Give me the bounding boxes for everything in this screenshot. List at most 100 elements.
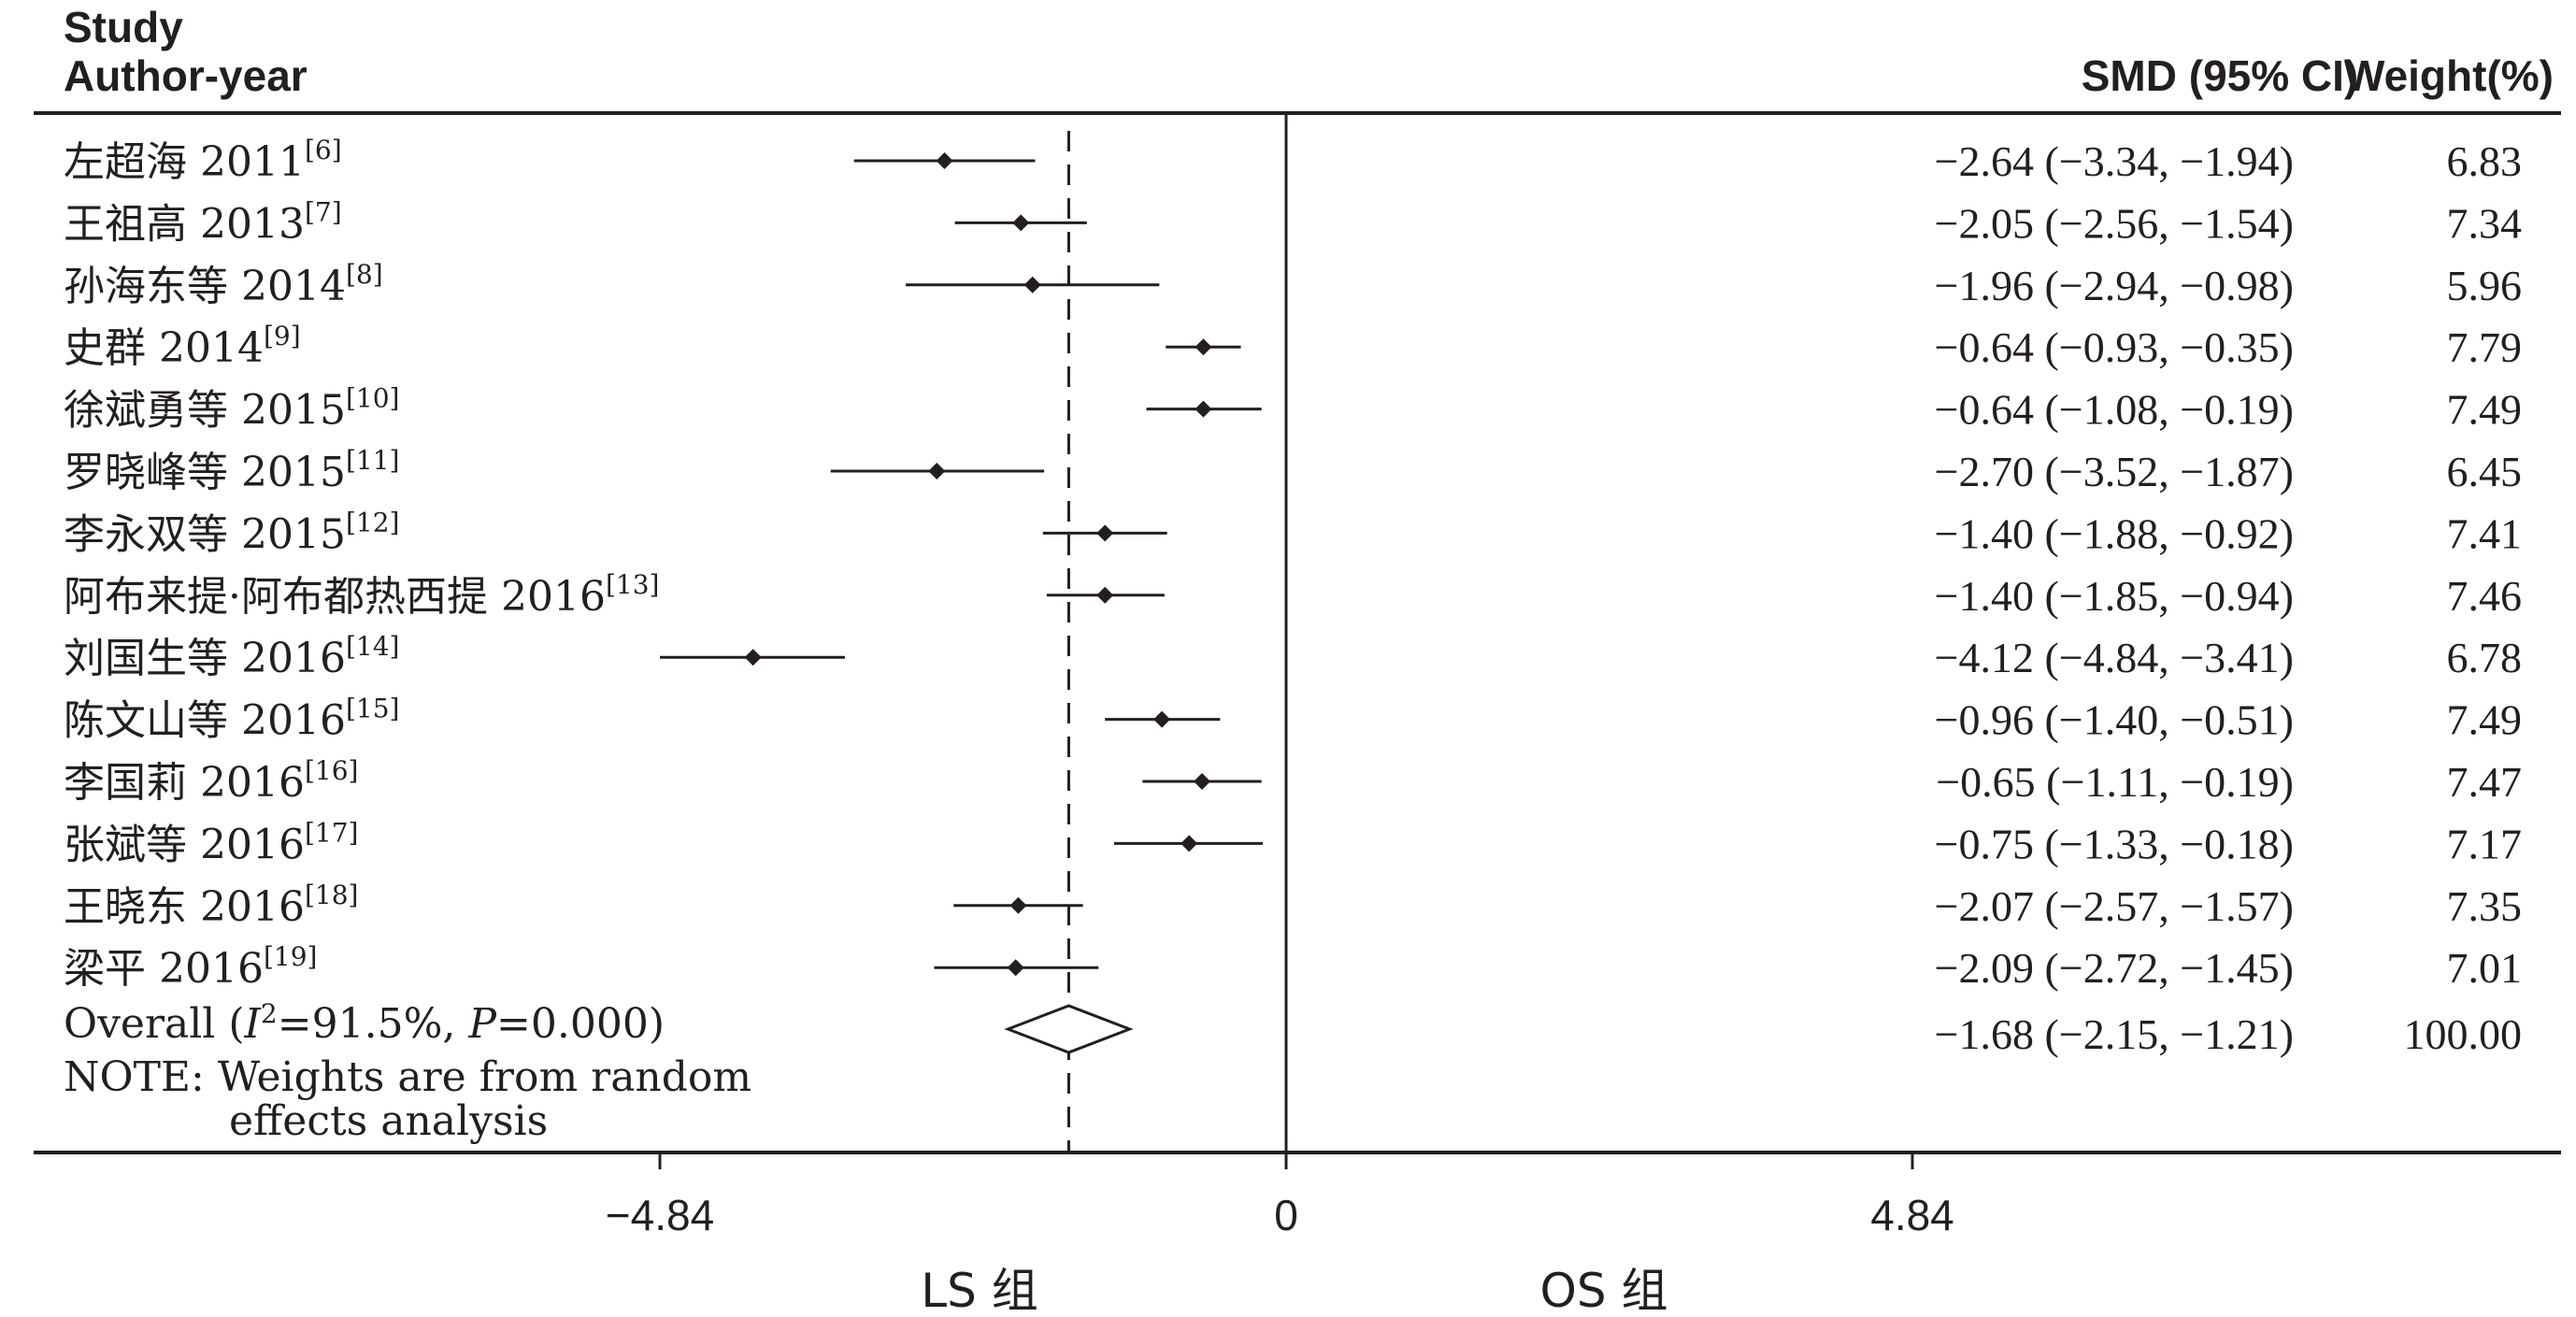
- point-estimate: [1096, 586, 1114, 604]
- weight-value: 7.47: [2447, 758, 2523, 806]
- study-ref: [7]: [305, 196, 342, 227]
- study-label: 李国莉 2016[16]: [64, 755, 358, 807]
- weight-value: 7.34: [2447, 199, 2523, 247]
- note-line-2: effects analysis: [229, 1097, 548, 1145]
- header-smd: SMD (95% CI): [2082, 51, 2358, 100]
- study-ref: [19]: [264, 941, 317, 972]
- point-estimate: [936, 152, 953, 169]
- table-row: 史群 2014[9] −0.64 (−0.93, −0.35) 7.79: [64, 321, 2522, 372]
- weight-value: 7.49: [2447, 696, 2523, 744]
- weight-value: 7.79: [2447, 323, 2523, 371]
- study-label: 梁平 2016[19]: [64, 941, 317, 993]
- study-label: 阿布来提·阿布都热西提 2016[13]: [64, 569, 659, 621]
- point-estimate: [928, 463, 946, 480]
- x-tick-label: −4.84: [606, 1191, 714, 1239]
- ci-text: −0.65 (−1.11, −0.19): [1936, 758, 2294, 806]
- study-label: 左超海 2011[6]: [64, 135, 342, 186]
- i2-exponent: 2: [261, 998, 278, 1029]
- ci-text: −0.75 (−1.33, −0.18): [1935, 820, 2294, 867]
- ci-text: −0.64 (−0.93, −0.35): [1935, 323, 2294, 371]
- table-row: 徐斌勇等 2015[10] −0.64 (−1.08, −0.19) 7.49: [64, 383, 2522, 435]
- overall-ci-text: −1.68 (−2.15, −1.21): [1935, 1010, 2294, 1058]
- ci-text: −0.96 (−1.40, −0.51): [1935, 696, 2294, 744]
- x-tick-label: 4.84: [1870, 1191, 1954, 1239]
- study-ref: [14]: [346, 631, 399, 662]
- study-ref: [10]: [346, 383, 399, 414]
- study-name: 梁平 2016: [64, 945, 264, 993]
- weight-value: 7.17: [2447, 820, 2523, 867]
- study-name: 孙海东等 2014: [64, 263, 346, 310]
- study-name: 罗晓峰等 2015: [64, 449, 346, 496]
- header-author-year: Author-year: [64, 51, 308, 100]
- point-estimate: [1009, 896, 1027, 914]
- study-label: 徐斌勇等 2015[10]: [64, 383, 399, 435]
- study-name: 陈文山等 2016: [64, 697, 346, 745]
- study-ref: [8]: [346, 259, 383, 290]
- table-row: 王晓东 2016[18] −2.07 (−2.57, −1.57) 7.35: [64, 880, 2522, 931]
- study-label: 王晓东 2016[18]: [64, 880, 358, 931]
- study-name: 王晓东 2016: [64, 883, 305, 931]
- study-ref: [9]: [264, 321, 301, 351]
- study-label: 陈文山等 2016[15]: [64, 694, 399, 745]
- weight-value: 6.45: [2447, 448, 2523, 495]
- table-row: 陈文山等 2016[15] −0.96 (−1.40, −0.51) 7.49: [64, 694, 2522, 745]
- study-name: 徐斌勇等 2015: [64, 387, 346, 435]
- study-name: 左超海 2011: [64, 138, 305, 186]
- weight-value: 7.41: [2447, 509, 2523, 557]
- group-label-left: LS 组: [921, 1264, 1038, 1317]
- study-ref: [12]: [346, 507, 399, 537]
- table-row: 刘国生等 2016[14] −4.12 (−4.84, −3.41) 6.78: [64, 631, 2522, 682]
- ci-text: −2.05 (−2.56, −1.54): [1935, 199, 2294, 247]
- weight-value: 7.46: [2447, 572, 2523, 620]
- point-estimate: [1194, 773, 1211, 790]
- ci-text: −1.40 (−1.88, −0.92): [1935, 509, 2294, 557]
- point-estimate: [1195, 338, 1212, 356]
- ci-text: −2.64 (−3.34, −1.94): [1935, 137, 2294, 185]
- overall-label: Overall (I2=91.5%, P=0.000): [64, 998, 665, 1048]
- weight-value: 5.96: [2447, 262, 2523, 309]
- study-label: 罗晓峰等 2015[11]: [64, 445, 399, 496]
- table-row: 梁平 2016[19] −2.09 (−2.72, −1.45) 7.01: [64, 941, 2522, 993]
- study-name: 张斌等 2016: [64, 821, 305, 868]
- point-estimate: [1195, 400, 1212, 418]
- point-estimate: [1096, 524, 1114, 542]
- note-line-1: NOTE: Weights are from random: [64, 1053, 751, 1101]
- study-label: 张斌等 2016[17]: [64, 817, 358, 868]
- ci-text: −0.64 (−1.08, −0.19): [1935, 386, 2294, 434]
- p-symbol: P: [467, 1000, 497, 1048]
- table-row: 李永双等 2015[12] −1.40 (−1.88, −0.92) 7.41: [64, 507, 2522, 558]
- i2-symbol: I: [244, 1000, 263, 1048]
- study-ref: [6]: [305, 135, 342, 165]
- study-rows: 左超海 2011[6] −2.64 (−3.34, −1.94) 6.83 王祖高 2…: [64, 135, 2522, 993]
- weight-value: 7.35: [2447, 882, 2523, 930]
- table-row: 罗晓峰等 2015[11] −2.70 (−3.52, −1.87) 6.45: [64, 445, 2522, 496]
- table-row: 孙海东等 2014[8] −1.96 (−2.94, −0.98) 5.96: [64, 259, 2522, 310]
- ci-text: −2.70 (−3.52, −1.87): [1935, 448, 2294, 495]
- ci-text: −2.07 (−2.57, −1.57): [1935, 882, 2294, 930]
- ci-text: −1.96 (−2.94, −0.98): [1935, 262, 2294, 309]
- i2-value: =91.5%,: [278, 1000, 469, 1048]
- group-label-right: OS 组: [1540, 1264, 1668, 1317]
- plot-area: [1004, 113, 1288, 1152]
- table-row: 阿布来提·阿布都热西提 2016[13] −1.40 (−1.85, −0.94)…: [64, 569, 2522, 621]
- weight-value: 6.83: [2447, 137, 2523, 185]
- study-label: 刘国生等 2016[14]: [64, 631, 399, 682]
- ci-text: −2.09 (−2.72, −1.45): [1935, 944, 2294, 992]
- overall-weight: 100.00: [2404, 1010, 2523, 1058]
- point-estimate: [1007, 959, 1024, 977]
- study-ref: [11]: [346, 445, 399, 476]
- table-row: 李国莉 2016[16] −0.65 (−1.11, −0.19) 7.47: [64, 755, 2522, 807]
- point-estimate: [1153, 710, 1171, 728]
- study-name: 王祖高 2013: [64, 200, 305, 248]
- study-label: 史群 2014[9]: [64, 321, 301, 372]
- study-label: 李永双等 2015[12]: [64, 507, 399, 558]
- weight-value: 6.78: [2447, 634, 2523, 681]
- point-estimate: [1012, 214, 1030, 232]
- header-study: Study: [64, 3, 183, 51]
- ci-text: −4.12 (−4.84, −3.41): [1935, 634, 2294, 681]
- header-weight: Weight(%): [2344, 51, 2554, 100]
- study-ref: [16]: [305, 755, 358, 786]
- table-row: 张斌等 2016[17] −0.75 (−1.33, −0.18) 7.17: [64, 817, 2522, 868]
- x-tick-label: 0: [1274, 1191, 1298, 1239]
